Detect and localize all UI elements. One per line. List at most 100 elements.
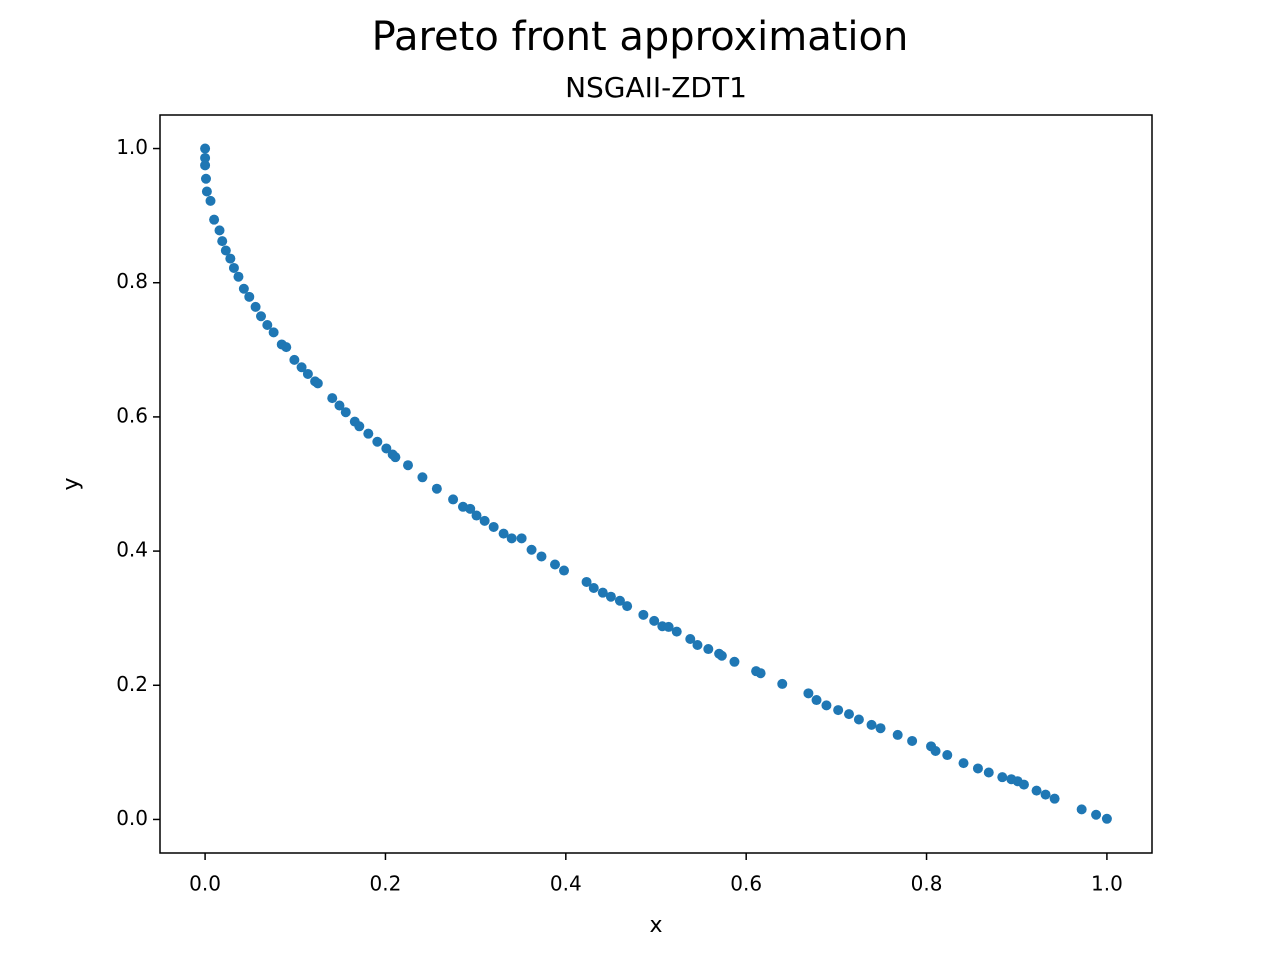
point (479, 515, 490, 526)
point (526, 544, 537, 555)
y-tick-label: 0.0 (116, 806, 148, 830)
x-tick-label: 0.0 (189, 872, 221, 896)
point (228, 262, 239, 273)
point (663, 621, 674, 632)
point (488, 521, 499, 532)
point (581, 576, 592, 587)
point (233, 271, 244, 282)
point (671, 626, 682, 637)
point (340, 407, 351, 418)
point (498, 528, 509, 539)
y-tick-label: 1.0 (116, 135, 148, 159)
point (549, 559, 560, 570)
point (536, 551, 547, 562)
point (200, 143, 211, 154)
point (875, 723, 886, 734)
point (1018, 779, 1029, 790)
point (638, 609, 649, 620)
point (1040, 789, 1051, 800)
point (516, 533, 527, 544)
point (381, 443, 392, 454)
point (302, 368, 313, 379)
point (363, 428, 374, 439)
chart-subtitle: NSGAII-ZDT1 (565, 71, 747, 104)
point (312, 378, 323, 389)
point (866, 719, 877, 730)
point (403, 460, 413, 471)
point (250, 301, 261, 312)
point (958, 758, 969, 769)
point (334, 400, 345, 411)
point (1101, 813, 1112, 824)
y-tick-label: 0.8 (116, 269, 148, 293)
point (262, 319, 273, 330)
point (649, 615, 660, 626)
point (703, 644, 714, 655)
x-tick-label: 0.6 (730, 872, 762, 896)
point (892, 729, 903, 740)
x-tick-label: 0.4 (550, 872, 582, 896)
point (972, 763, 983, 774)
point (811, 695, 822, 706)
point (471, 510, 482, 521)
point (390, 452, 401, 463)
point (777, 678, 788, 689)
point (1076, 804, 1087, 815)
point (209, 214, 220, 225)
point (983, 767, 994, 778)
point (465, 503, 476, 514)
point (281, 342, 292, 353)
point (692, 640, 703, 651)
point (205, 195, 216, 206)
y-tick-label: 0.2 (116, 672, 148, 696)
plot-frame (159, 114, 1153, 854)
point (559, 565, 570, 576)
point (755, 668, 766, 679)
point (821, 700, 832, 711)
point (685, 633, 696, 644)
point (225, 253, 236, 264)
point (200, 173, 211, 184)
point (716, 650, 727, 661)
point (417, 472, 428, 483)
point (1091, 809, 1102, 820)
point (354, 421, 365, 432)
point (372, 436, 383, 447)
point (431, 483, 442, 494)
point (244, 291, 255, 302)
point (833, 705, 844, 716)
y-axis-label: y (59, 477, 84, 490)
point (214, 225, 225, 236)
y-tick-label: 0.4 (116, 538, 148, 562)
point (997, 772, 1008, 783)
point (200, 160, 211, 171)
point (729, 656, 740, 667)
point (622, 601, 633, 612)
point (803, 688, 814, 699)
point (1049, 793, 1060, 804)
point (930, 746, 941, 757)
point (843, 709, 854, 720)
point (296, 362, 307, 373)
point (605, 591, 616, 602)
point (597, 587, 608, 598)
point (588, 582, 599, 593)
point (327, 393, 338, 404)
point (217, 236, 228, 247)
point (220, 245, 231, 256)
x-tick-label: 1.0 (1091, 872, 1123, 896)
chart-title: Pareto front approximation (372, 14, 909, 60)
point (614, 595, 625, 606)
point (238, 283, 249, 294)
point (907, 735, 918, 746)
point (200, 152, 211, 163)
point (942, 750, 953, 761)
point (268, 327, 279, 338)
x-axis-label: x (649, 913, 662, 938)
point (201, 186, 212, 197)
point (448, 494, 459, 505)
point (1031, 785, 1042, 796)
point (256, 311, 267, 322)
